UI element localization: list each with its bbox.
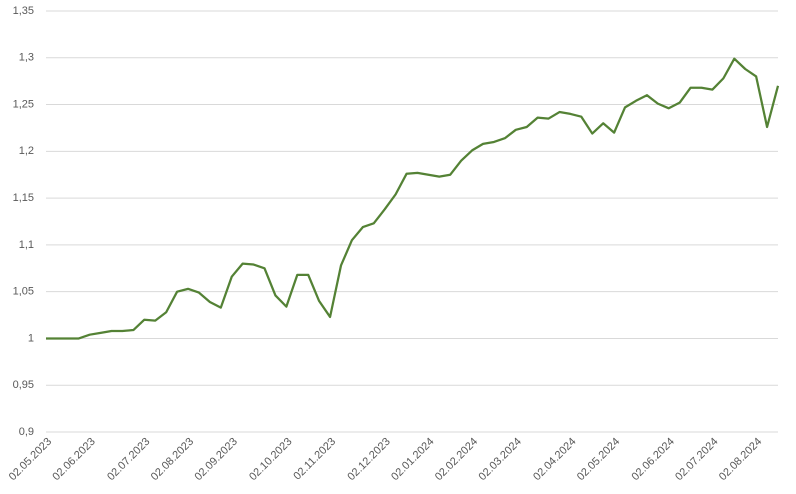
x-tick-label: 02.08.2024 (717, 436, 764, 483)
x-tick-label: 02.05.2023 (7, 436, 54, 483)
x-tick-label: 02.10.2023 (247, 436, 294, 483)
y-tick-label: 1 (28, 332, 34, 344)
y-tick-label: 1,35 (13, 5, 34, 17)
y-tick-label: 1,05 (13, 286, 34, 298)
x-tick-label: 02.06.2023 (50, 436, 97, 483)
x-tick-label: 02.02.2024 (433, 436, 480, 483)
y-tick-label: 1,3 (19, 52, 34, 64)
y-tick-label: 1,25 (13, 98, 34, 110)
x-tick-label: 02.04.2024 (531, 436, 578, 483)
x-tick-label: 02.09.2023 (192, 436, 239, 483)
x-tick-label: 02.07.2024 (673, 436, 720, 483)
x-tick-label: 02.12.2023 (345, 436, 392, 483)
x-tick-label: 02.06.2024 (630, 436, 677, 483)
x-tick-label: 02.08.2023 (149, 436, 196, 483)
y-tick-label: 1,2 (19, 145, 34, 157)
x-tick-label: 02.01.2024 (389, 436, 436, 483)
data-line (46, 57, 780, 340)
x-tick-label: 02.07.2023 (105, 436, 152, 483)
y-tick-label: 0,9 (19, 426, 34, 438)
x-tick-label: 02.05.2024 (575, 436, 622, 483)
y-tick-label: 1,1 (19, 239, 34, 251)
y-tick-label: 0,95 (13, 379, 34, 391)
x-tick-label: 02.11.2023 (291, 436, 338, 483)
y-tick-label: 1,15 (13, 192, 34, 204)
x-tick-label: 02.03.2024 (477, 436, 524, 483)
